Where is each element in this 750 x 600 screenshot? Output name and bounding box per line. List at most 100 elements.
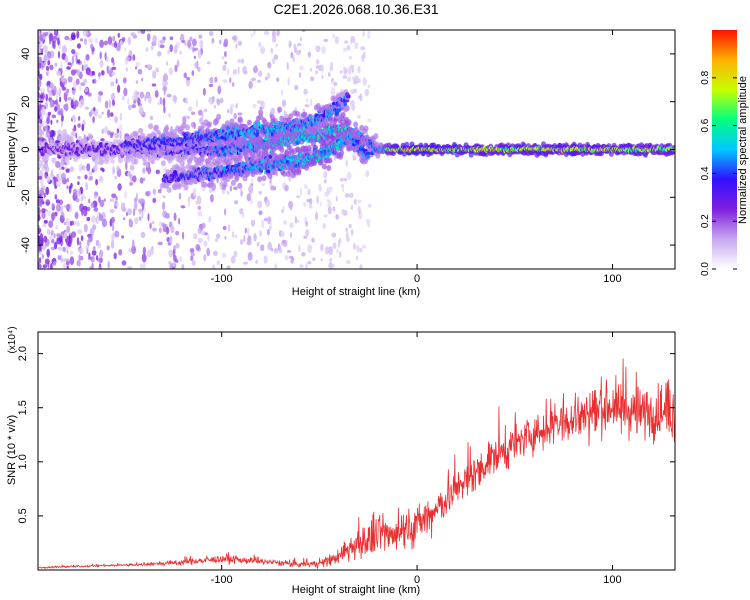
spectrogram-cell	[192, 187, 197, 197]
spectrogram-cell	[166, 93, 172, 98]
spectrogram-cell	[127, 36, 132, 46]
spectrogram-cell	[233, 112, 237, 120]
spectrogram-cell	[93, 107, 96, 112]
spectrogram-cell	[94, 159, 100, 166]
spectrogram-cell	[319, 201, 322, 207]
spectrogram-cell	[288, 40, 292, 49]
spectrogram-cell	[350, 36, 353, 45]
spectrogram-cell	[303, 88, 308, 95]
spectrogram-cell	[124, 47, 127, 52]
spectrogram-cell	[132, 208, 136, 217]
spectrogram-cell	[300, 187, 303, 196]
spectrogram-cell	[141, 253, 147, 263]
spectrogram-cell	[38, 62, 42, 70]
spectrogram-cell	[79, 85, 82, 91]
spectrogram-cell	[281, 239, 287, 244]
spectrogram-cell	[222, 64, 227, 71]
spectrogram-cell	[39, 33, 43, 42]
spectrogram-cell	[216, 113, 222, 120]
spectrogram-cell	[66, 225, 71, 234]
spectrogram-cell	[116, 128, 120, 134]
spectrogram-cell	[57, 37, 60, 46]
spectrogram-cell	[321, 64, 324, 73]
spectrogram-cell	[38, 242, 42, 252]
spectrogram-cell	[45, 186, 50, 196]
spectrogram-cell	[185, 115, 188, 119]
spectrogram-cell	[103, 40, 109, 46]
spectrogram-cell	[208, 31, 214, 36]
spectrogram-cell	[197, 210, 203, 217]
spectrogram-cell	[53, 241, 58, 250]
spectrogram-cell	[298, 244, 301, 253]
spectrogram-cell	[294, 84, 299, 91]
spectrogram-cell	[230, 104, 235, 108]
spectrogram-cell	[197, 205, 201, 210]
spectrogram-cell	[264, 76, 268, 81]
spectrogram-cell	[92, 246, 96, 251]
spectrogram-cell	[44, 173, 48, 179]
spectrogram-cell	[229, 77, 232, 84]
spectrogram-cell	[127, 171, 131, 177]
spectrogram-cell	[182, 231, 185, 240]
spectrogram-cell	[114, 175, 118, 180]
spectrogram-cell	[235, 102, 238, 109]
spectrogram-cell	[330, 87, 336, 97]
spectrogram-cell	[87, 92, 92, 97]
spectrogram-cell	[124, 190, 127, 200]
spectrogram-cell	[99, 51, 102, 60]
spectrogram-cell	[175, 230, 180, 236]
chart-title: C2E1.2026.068.10.36.E31	[273, 1, 438, 17]
spectrogram-cell	[45, 65, 50, 71]
spectrogram-cell	[271, 34, 277, 43]
spectrogram-cell	[234, 200, 239, 205]
spectrogram-cell	[198, 34, 203, 39]
spectrogram-cell	[251, 178, 254, 185]
spectrogram-cell	[87, 239, 90, 247]
spectrogram-cell	[288, 113, 294, 120]
spectrogram-cell	[323, 214, 328, 218]
spectrogram-cell	[169, 44, 173, 53]
spectrogram-cell	[280, 89, 284, 96]
spectrogram-cell	[248, 81, 253, 89]
spectrogram-cell	[279, 249, 283, 253]
spectrogram-cell	[320, 243, 324, 252]
spectrogram-cell	[364, 88, 369, 97]
spectrogram-cell	[231, 82, 235, 87]
spectrogram-cell	[351, 68, 354, 73]
spectrogram-cell	[162, 97, 166, 107]
spectrogram-cell	[368, 203, 372, 208]
spectrogram-cell	[74, 211, 79, 220]
spectrogram-cell	[342, 66, 347, 71]
spectrogram-cell	[349, 192, 354, 199]
spectrogram-cell	[141, 77, 144, 82]
spectrogram-cell	[67, 241, 72, 247]
spectrogram-cell	[66, 249, 69, 254]
spectrogram-cell	[148, 96, 152, 104]
spectrogram-cell	[108, 68, 114, 77]
spectrogram-cell	[176, 59, 180, 68]
spectrogram-cell	[311, 237, 315, 243]
spectrogram-cell	[92, 165, 98, 172]
spectrogram-cell	[38, 30, 41, 37]
spectrogram-cell	[229, 185, 233, 192]
spectrogram-cell	[367, 221, 370, 228]
spectrogram-cell	[44, 155, 49, 162]
spectrogram-cell	[258, 190, 263, 195]
spectrogram-cell	[89, 266, 93, 269]
spectrogram-cell	[197, 66, 201, 72]
spectrogram-cell	[72, 116, 77, 123]
spectrogram-cell	[199, 40, 204, 49]
spectrogram-cell	[68, 136, 74, 143]
spectrogram-cell	[38, 73, 43, 81]
spectrogram-cell	[135, 91, 140, 96]
spectrogram-cell	[276, 77, 280, 83]
spectrogram-cell	[361, 54, 365, 62]
spectrogram-cell	[51, 114, 56, 119]
spectrogram-cell	[59, 96, 62, 103]
spectrogram-cell	[50, 263, 53, 269]
spectrogram-cell	[92, 79, 95, 84]
spectrogram-cell	[203, 240, 208, 247]
spectrogram-cell	[263, 255, 268, 264]
spectrogram-cell	[265, 199, 270, 207]
spectrogram-cell	[79, 203, 84, 212]
